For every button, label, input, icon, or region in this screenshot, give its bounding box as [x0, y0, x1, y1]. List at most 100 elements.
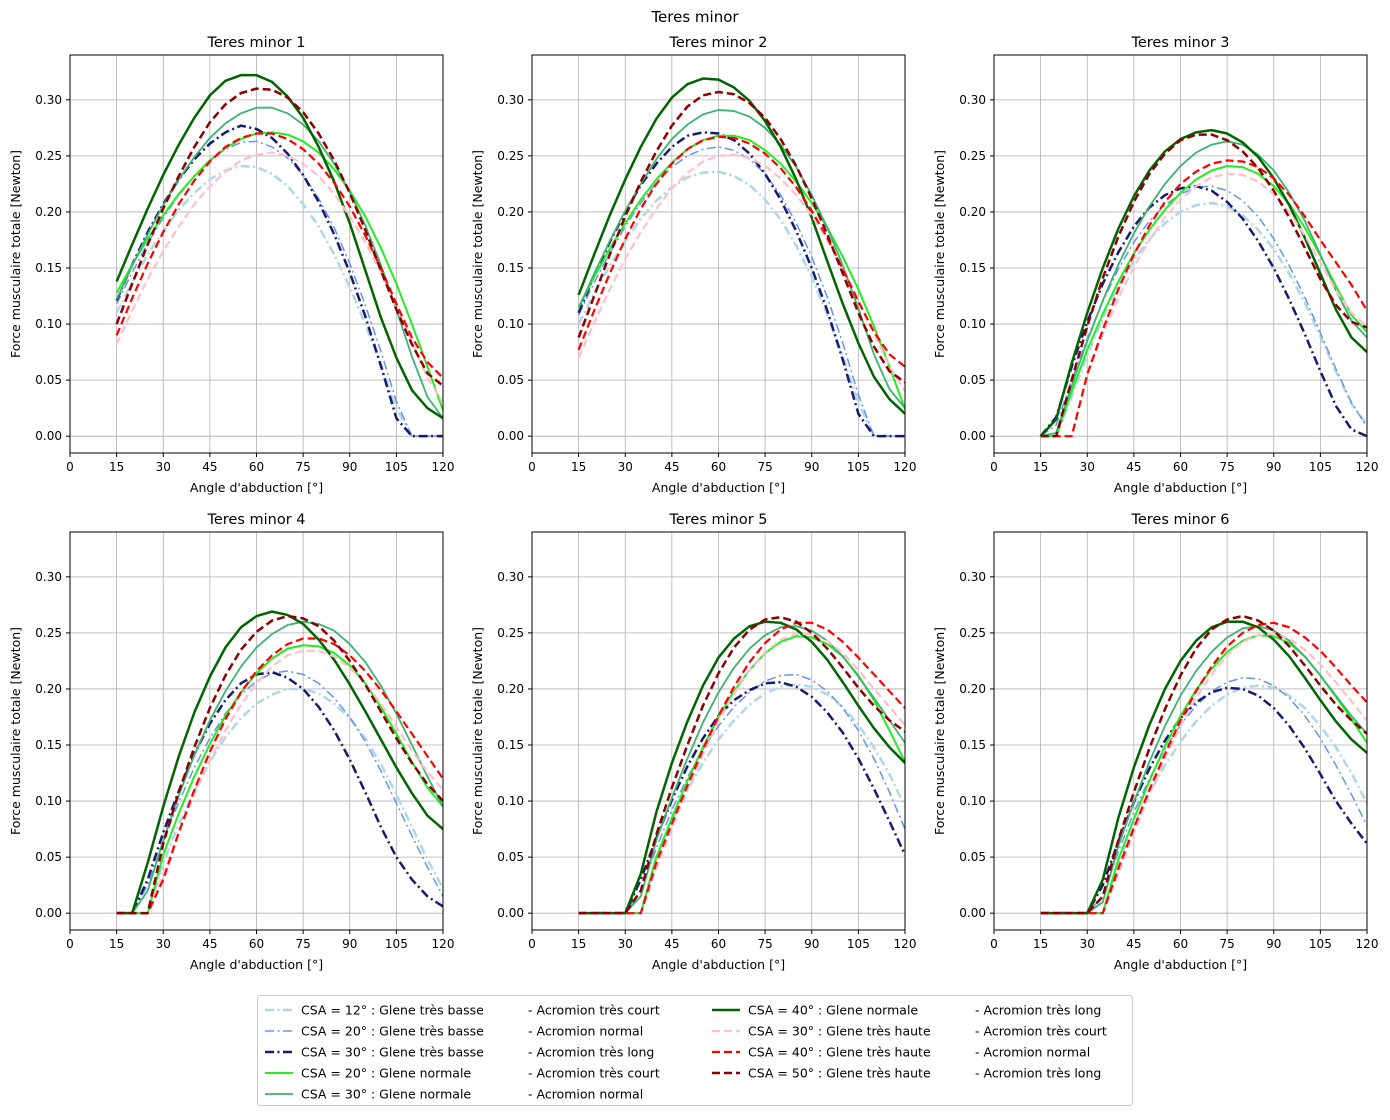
y-tick-label: 0.15	[35, 738, 62, 752]
y-tick-label: 0.30	[497, 93, 524, 107]
series-line-8	[577, 135, 905, 368]
y-tick-label: 0.10	[497, 317, 524, 331]
x-tick-label: 60	[1173, 937, 1188, 951]
legend-item-6: CSA = 40° : Glene normale - Acromion très…	[712, 1003, 1101, 1018]
series-line-7	[578, 632, 905, 915]
subplot-5: 0 15 30 45 60 75 90 105 120 0.00 0.05 0.10 0.15 0.20 0…	[470, 512, 916, 972]
x-tick-label: 90	[342, 937, 357, 951]
series-line-1	[577, 170, 905, 438]
legend-item-3: CSA = 30° : Glene très basse - Acromion t…	[265, 1045, 654, 1060]
legend-acromion-label: - Acromion très court	[528, 1066, 660, 1081]
x-tick-label: 15	[109, 937, 124, 951]
series-line-6	[577, 77, 905, 415]
x-tick-label: 45	[202, 460, 217, 474]
legend-acromion-label: - Acromion normal	[528, 1087, 643, 1102]
subplot-2: 0 15 30 45 60 75 90 105 120 0.00 0.05 0.10 0.15 0.20 0…	[470, 35, 916, 495]
y-tick-label: 0.10	[959, 317, 986, 331]
grid	[993, 55, 1368, 453]
y-tick-label: 0.20	[497, 205, 524, 219]
x-axis-label: Angle d'abduction [°]	[1114, 957, 1247, 972]
y-tick-label: 0.20	[959, 682, 986, 696]
y-tick-label: 0.30	[35, 570, 62, 584]
y-tick-label: 0.25	[959, 149, 986, 163]
y-tick-label: 0.30	[35, 93, 62, 107]
x-tick-label: 60	[1173, 460, 1188, 474]
legend-label: CSA = 30° : Glene très basse	[301, 1045, 484, 1060]
x-tick-label: 90	[1266, 937, 1281, 951]
series-line-7	[115, 151, 443, 404]
y-tick-label: 0.15	[959, 261, 986, 275]
subplot-4: 0 15 30 45 60 75 90 105 120 0.00 0.05 0.10 0.15 0.20 0…	[8, 512, 454, 972]
subplot-grid: 0 15 30 45 60 75 90 105 120 0.00 0.05 0.10 0.15 0.20 0…	[8, 35, 1378, 972]
series-line-5	[578, 625, 905, 915]
y-axis-label: Force musculaire totale [Newton]	[932, 150, 947, 358]
y-tick-label: 0.20	[35, 205, 62, 219]
figure-title: Teres minor	[650, 8, 739, 26]
y-tick-label: 0.05	[497, 850, 524, 864]
series-line-1	[116, 687, 443, 915]
x-tick-label: 90	[342, 460, 357, 474]
x-axis-label: Angle d'abduction [°]	[652, 957, 785, 972]
series-lines	[115, 73, 443, 438]
x-tick-label: 120	[432, 937, 455, 951]
series-lines	[577, 77, 905, 438]
x-tick-label: 105	[385, 460, 408, 474]
y-tick-label: 0.05	[35, 850, 62, 864]
series-line-7	[116, 649, 443, 915]
series-line-3	[578, 680, 905, 915]
y-tick-label: 0.30	[959, 93, 986, 107]
x-tick-label: 30	[156, 937, 171, 951]
series-line-4	[115, 131, 443, 411]
y-tick-label: 0.20	[959, 205, 986, 219]
x-tick-label: 60	[249, 460, 264, 474]
y-tick-label: 0.00	[497, 906, 524, 920]
legend-label: CSA = 50° : Glene très haute	[748, 1066, 931, 1081]
x-tick-label: 120	[432, 460, 455, 474]
y-tick-label: 0.00	[959, 906, 986, 920]
x-tick-label: 105	[847, 937, 870, 951]
x-tick-label: 75	[757, 937, 772, 951]
legend-acromion-label: - Acromion très court	[975, 1024, 1107, 1039]
subplot-title: Teres minor 2	[668, 35, 767, 51]
y-tick-label: 0.00	[35, 429, 62, 443]
series-line-8	[1040, 621, 1367, 915]
series-lines	[1039, 128, 1367, 438]
y-tick-label: 0.00	[497, 429, 524, 443]
x-tick-label: 120	[894, 460, 917, 474]
y-tick-label: 0.05	[959, 850, 986, 864]
y-tick-label: 0.15	[35, 261, 62, 275]
series-line-4	[577, 134, 905, 410]
y-tick-label: 0.00	[35, 906, 62, 920]
legend-label: CSA = 30° : Glene normale	[301, 1087, 471, 1102]
y-tick-label: 0.25	[497, 149, 524, 163]
series-lines	[1040, 614, 1367, 915]
y-tick-label: 0.20	[35, 682, 62, 696]
series-line-8	[1040, 159, 1367, 438]
series-line-6	[116, 610, 443, 915]
series-line-4	[116, 644, 443, 915]
x-tick-label: 120	[894, 937, 917, 951]
x-tick-label: 0	[528, 460, 536, 474]
x-axis-label: Angle d'abduction [°]	[190, 957, 323, 972]
y-tick-label: 0.15	[497, 738, 524, 752]
series-line-5	[116, 620, 443, 915]
series-line-6	[1039, 128, 1367, 438]
series-line-9	[1040, 133, 1367, 438]
series-line-3	[116, 670, 443, 915]
y-tick-label: 0.15	[959, 738, 986, 752]
y-tick-label: 0.05	[35, 373, 62, 387]
subplot-6: 0 15 30 45 60 75 90 105 120 0.00 0.05 0.10 0.15 0.20 0…	[932, 512, 1378, 972]
x-tick-label: 60	[711, 460, 726, 474]
legend-acromion-label: - Acromion normal	[528, 1024, 643, 1039]
x-tick-label: 75	[1219, 937, 1234, 951]
series-line-9	[115, 87, 443, 387]
x-tick-label: 60	[249, 937, 264, 951]
subplot-title: Teres minor 4	[206, 512, 305, 528]
legend-label: CSA = 12° : Glene très basse	[301, 1003, 484, 1018]
grid	[531, 532, 906, 930]
series-line-5	[1040, 625, 1367, 915]
grid	[69, 532, 444, 930]
x-axis-label: Angle d'abduction [°]	[652, 480, 785, 495]
legend-acromion-label: - Acromion normal	[975, 1045, 1090, 1060]
